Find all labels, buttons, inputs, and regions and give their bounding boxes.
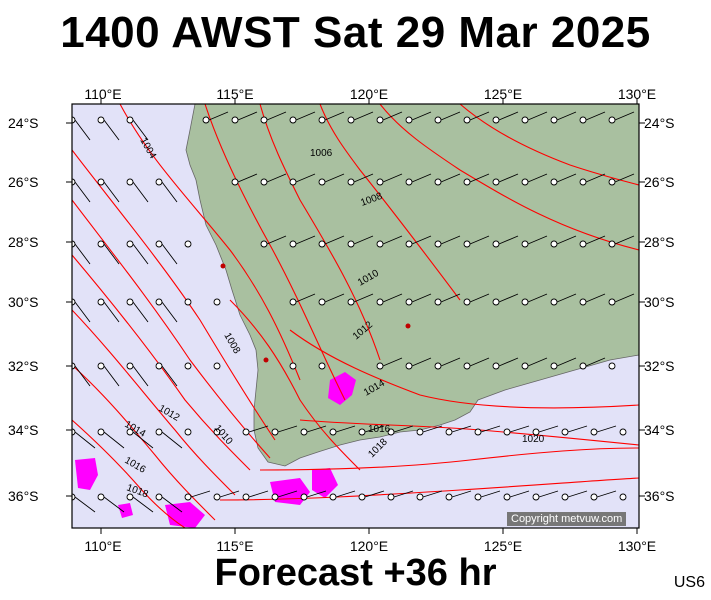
map-title: 1400 AWST Sat 29 Mar 2025 — [60, 8, 651, 57]
lat-label-left: 34°S — [8, 422, 39, 438]
map-border — [71, 103, 640, 529]
rain-patch — [118, 503, 133, 518]
isobar-label: 1020 — [522, 434, 545, 445]
rain-patch — [312, 468, 338, 498]
isobar-lines — [72, 104, 639, 528]
lat-label-right: 36°S — [644, 488, 675, 504]
lat-label-right: 32°S — [644, 358, 675, 374]
lat-label-left: 28°S — [8, 234, 39, 250]
forecast-label: Forecast +36 hr — [214, 552, 497, 594]
lon-label-bottom: 120°E — [349, 538, 389, 554]
lat-label-right: 26°S — [644, 174, 675, 190]
wind-barb-row — [72, 116, 616, 124]
lat-label-right: 30°S — [644, 294, 675, 310]
lon-label-bottom: 110°E — [84, 538, 122, 554]
wind-barb-row — [72, 428, 627, 436]
lon-label-top: 130°E — [617, 86, 657, 102]
lon-label-bottom: 125°E — [483, 538, 523, 554]
lon-label-top: 110°E — [84, 86, 122, 102]
lon-label-top: 115°E — [216, 86, 254, 102]
land-western-australia — [185, 104, 639, 467]
axis-ticks — [66, 98, 645, 534]
rain-patch — [75, 458, 98, 490]
region-code: US6 — [673, 574, 705, 591]
lon-label-top: 125°E — [483, 86, 523, 102]
copyright-notice: Copyright metvuw.com — [507, 512, 627, 526]
wind-barb-staffs — [74, 111, 635, 513]
isobar-label: 1006 — [310, 148, 333, 159]
lat-label-left: 26°S — [8, 174, 39, 190]
lat-label-right: 34°S — [644, 422, 675, 438]
lat-label-left: 36°S — [8, 488, 39, 504]
isobar-label: 1016 — [368, 424, 391, 435]
lon-label-bottom: 130°E — [617, 538, 657, 554]
lat-label-right: 28°S — [644, 234, 675, 250]
lon-label-top: 120°E — [349, 86, 389, 102]
lat-label-left: 30°S — [8, 294, 39, 310]
lon-label-bottom: 115°E — [216, 538, 254, 554]
lat-label-right: 24°S — [644, 115, 675, 131]
city-markers — [220, 263, 411, 363]
lat-label-left: 24°S — [8, 115, 39, 131]
lat-label-left: 32°S — [8, 358, 39, 374]
